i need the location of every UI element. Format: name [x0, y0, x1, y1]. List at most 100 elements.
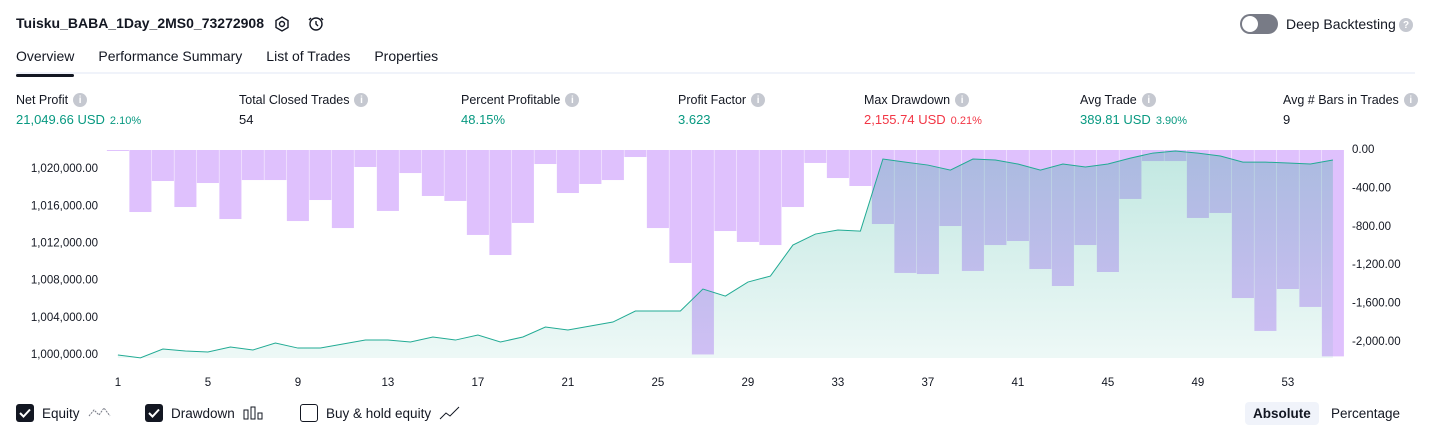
- info-icon: i: [73, 93, 88, 107]
- info-icon: i: [751, 93, 766, 107]
- metric: Total Closed Trades i 54: [239, 93, 369, 127]
- percentage-button[interactable]: Percentage: [1331, 406, 1401, 421]
- x-tick-label: 13: [382, 377, 395, 389]
- metric: Avg # Bars in Trades i 9: [1283, 93, 1418, 127]
- metric-label: Percent Profitable: [461, 93, 561, 107]
- y2-tick-label: -800.00: [1352, 221, 1391, 233]
- drawdown-bar: [196, 150, 219, 184]
- help-icon[interactable]: ?: [1399, 18, 1413, 32]
- legend-label: Equity: [42, 405, 80, 421]
- y2-tick-label: -1,200.00: [1352, 259, 1401, 271]
- metric-label: Net Profit: [16, 93, 69, 107]
- tab-divider: [16, 72, 1415, 74]
- y2-tick-label: -2,000.00: [1352, 336, 1401, 348]
- drawdown-toggle[interactable]: Drawdown: [145, 404, 265, 422]
- info-icon: i: [1141, 93, 1156, 107]
- x-tick-label: 21: [562, 377, 575, 389]
- y2-tick-label: -1,600.00: [1352, 298, 1401, 310]
- metric-value: 21,049.66 USD: [16, 112, 105, 127]
- drawdown-bar: [736, 150, 759, 242]
- y2-tick-label: -400.00: [1352, 182, 1391, 194]
- info-icon: i: [955, 93, 970, 107]
- x-tick-label: 33: [832, 377, 845, 389]
- metric-value: 389.81 USD: [1080, 112, 1151, 127]
- tab[interactable]: List of Trades: [266, 48, 351, 64]
- y-tick-label: 1,020,000.00: [31, 163, 98, 175]
- icon: [439, 406, 460, 420]
- drawdown-bar: [624, 150, 647, 158]
- drawdown-bar: [646, 150, 669, 229]
- drawdown-bar: [241, 150, 264, 181]
- x-tick-label: 29: [742, 377, 755, 389]
- toggle[interactable]: [1240, 14, 1278, 34]
- drawdown-bar: [804, 150, 827, 163]
- drawdown-bar: [466, 150, 489, 235]
- y-tick-label: 1,012,000.00: [31, 237, 98, 249]
- y-tick-label: 1,000,000.00: [31, 349, 98, 361]
- x-tick-label: 25: [652, 377, 665, 389]
- drawdown-bar: [444, 150, 467, 201]
- equity-toggle[interactable]: Equity: [16, 404, 112, 422]
- metric-value-row: 389.81 USD 3.90%: [1080, 112, 1187, 127]
- drawdown-bar: [354, 150, 377, 167]
- tabs: Overview Performance Summary List of Trade…: [16, 48, 439, 77]
- metric-label-row: Profit Factor i: [678, 93, 766, 107]
- metric-value-row: 21,049.66 USD 2.10%: [16, 112, 141, 127]
- x-tick-label: 45: [1102, 377, 1115, 389]
- metric-label-row: Net Profit i: [16, 93, 141, 107]
- absolute-button[interactable]: Absolute: [1245, 402, 1319, 425]
- legend-label: Drawdown: [171, 405, 235, 421]
- icon: [88, 407, 110, 417]
- tab[interactable]: Overview: [16, 48, 75, 77]
- chart: 1,000,000.00 1,004,000.00 1,008,000.00 1,01…: [31, 144, 1401, 389]
- drawdown-bar: [601, 150, 624, 181]
- buy-hold-toggle[interactable]: Buy & hold equity: [300, 404, 461, 422]
- metric-value: 54: [239, 112, 254, 127]
- metric-percent: 2.10%: [109, 115, 142, 127]
- metric-label: Profit Factor: [678, 93, 747, 107]
- metric-label-row: Avg Trade i: [1080, 93, 1187, 107]
- drawdown-bar: [129, 150, 152, 213]
- metric-percent: 0.21%: [950, 115, 982, 127]
- info-icon: i: [1403, 93, 1418, 107]
- metric-value-row: 9: [1283, 112, 1418, 127]
- metric-value: 48.15%: [461, 112, 506, 127]
- x-tick-label: 5: [205, 377, 211, 389]
- y-tick-label: 1,004,000.00: [31, 312, 98, 324]
- y-tick-label: 1,008,000.00: [31, 275, 98, 287]
- drawdown-bar: [511, 150, 534, 223]
- checkbox: [300, 404, 318, 422]
- metric-value-row: 54: [239, 112, 368, 127]
- metric: Net Profit i 21,049.66 USD 2.10%: [16, 93, 141, 127]
- drawdown-bar: [669, 150, 692, 263]
- strategy-title: Tuisku_BABA_1Day_2MS0_73272908: [16, 15, 264, 31]
- tab[interactable]: Properties: [374, 48, 439, 64]
- x-tick-label: 53: [1282, 377, 1295, 389]
- drawdown-bar: [489, 150, 512, 256]
- drawdown-bar: [759, 150, 782, 246]
- metric-value: 9: [1283, 112, 1291, 127]
- x-tick-label: 1: [115, 377, 121, 389]
- metric: Percent Profitable i 48.15%: [461, 93, 580, 127]
- drawdown-bar: [264, 150, 287, 181]
- drawdown-bar: [219, 150, 242, 220]
- equity-area: [117, 151, 1333, 358]
- y-tick-label: 1,016,000.00: [31, 200, 98, 212]
- toggle-label: Deep Backtesting: [1286, 16, 1396, 32]
- metric: Profit Factor i 3.623: [678, 93, 766, 127]
- metric-value-row: 2,155.74 USD 0.21%: [864, 112, 982, 127]
- drawdown-bar: [714, 150, 737, 232]
- x-tick-label: 17: [472, 377, 485, 389]
- drawdown-bar: [421, 150, 444, 196]
- metric-value: 2,155.74 USD: [864, 112, 946, 127]
- drawdown-bar: [534, 150, 557, 165]
- info-icon: i: [565, 93, 580, 107]
- metric: Avg Trade i 389.81 USD 3.90%: [1080, 93, 1187, 127]
- drawdown-bar: [309, 150, 332, 201]
- icon: [243, 406, 263, 420]
- metric-label-row: Avg # Bars in Trades i: [1283, 93, 1418, 107]
- legend-label: Buy & hold equity: [326, 405, 432, 421]
- tab[interactable]: Performance Summary: [98, 48, 243, 64]
- metric: Max Drawdown i 2,155.74 USD 0.21%: [864, 93, 982, 127]
- metric-percent: 3.90%: [1155, 115, 1188, 127]
